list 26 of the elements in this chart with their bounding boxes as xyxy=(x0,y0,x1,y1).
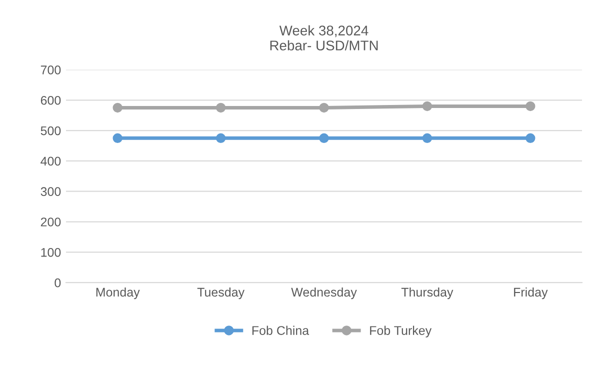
x-tick-label: Monday xyxy=(96,287,140,300)
x-tick-label: Thursday xyxy=(401,287,454,300)
point xyxy=(526,101,536,112)
point xyxy=(319,133,329,144)
point xyxy=(422,101,432,112)
y-tick-label: 700 xyxy=(40,66,61,74)
y-tick-label: 100 xyxy=(41,248,61,257)
point xyxy=(422,133,432,144)
point xyxy=(216,133,226,144)
y-tick-label: 600 xyxy=(40,96,61,105)
point xyxy=(216,102,226,113)
y-tick-label: 300 xyxy=(40,187,61,196)
y-tick-label: 200 xyxy=(40,218,61,226)
legend-label: Fob China xyxy=(252,326,310,335)
y-tick-label: 0 xyxy=(54,278,61,288)
point xyxy=(319,102,329,113)
point xyxy=(112,102,122,113)
legend-label: Fob Turkey xyxy=(370,326,432,338)
point xyxy=(112,133,122,144)
x-tick-label: Tuesday xyxy=(197,287,245,300)
x-tick-label: Wednesday xyxy=(291,287,357,300)
y-tick-label: 500 xyxy=(40,126,61,136)
point xyxy=(526,133,536,144)
chart-title: Week 38,2024 Rebar- USD/MTN xyxy=(270,25,378,50)
y-tick-label: 400 xyxy=(40,156,61,166)
x-tick-label: Friday xyxy=(514,287,548,300)
